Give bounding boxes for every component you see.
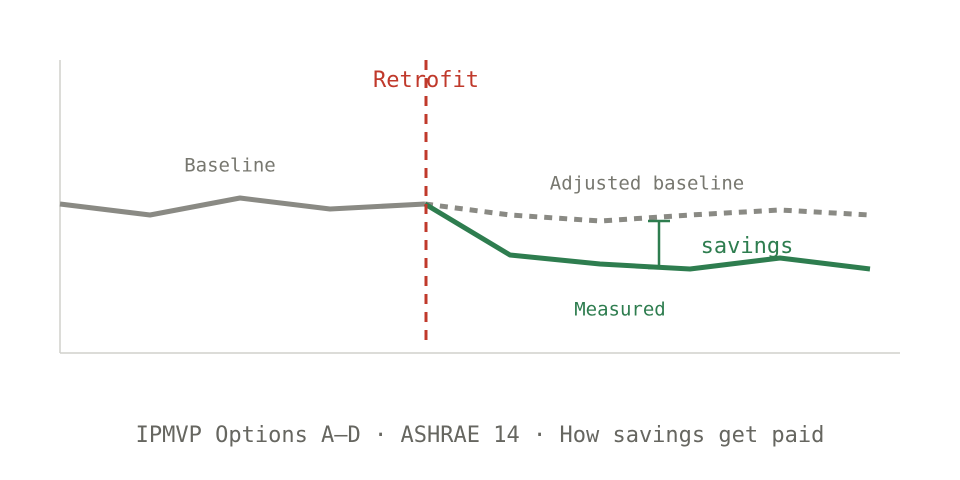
savings-bracket: [648, 219, 670, 270]
retrofit-label: Retrofit: [373, 68, 479, 93]
measured-line: [423, 201, 871, 272]
adjusted-label: Adjusted baseline: [550, 173, 744, 195]
adjusted-baseline-line: [424, 201, 871, 224]
measured-label: Measured: [574, 299, 666, 321]
savings-label: savings: [701, 234, 794, 259]
caption: IPMVP Options A–D · ASHRAE 14 · How savi…: [136, 423, 825, 448]
baseline-line: [59, 195, 426, 218]
baseline-label: Baseline: [184, 155, 276, 177]
